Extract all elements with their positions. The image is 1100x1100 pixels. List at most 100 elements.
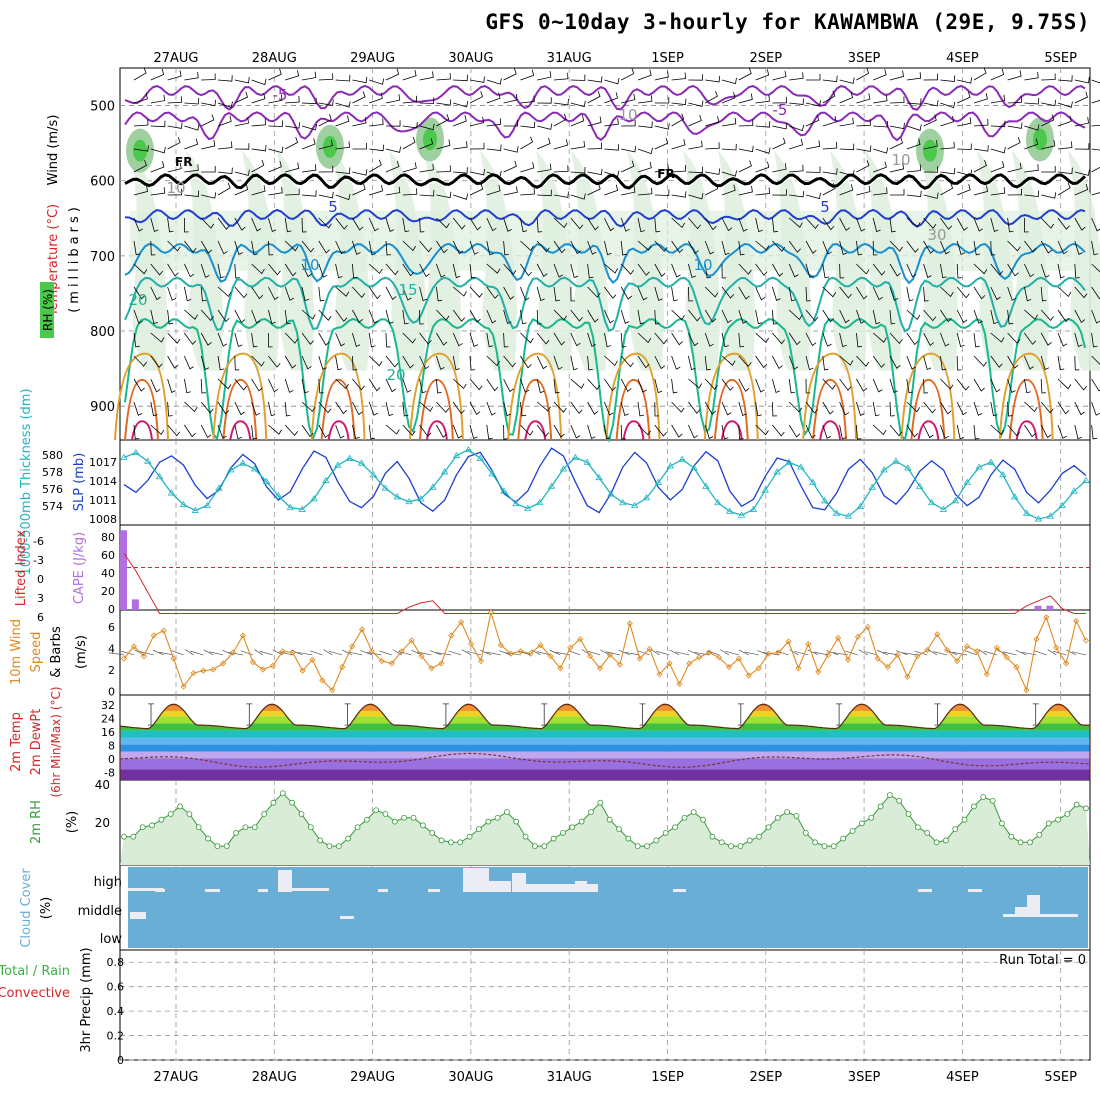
- wind-barb: [587, 90, 601, 104]
- thickness-line-point: [999, 471, 1007, 478]
- wind-barb: [990, 120, 1006, 128]
- wind-barb: [755, 69, 770, 81]
- wind-barb: [990, 94, 1006, 104]
- wind-barb: [654, 71, 669, 81]
- wind-barb: [318, 378, 324, 394]
- wind-barb: [1041, 99, 1057, 107]
- wind-barb: [957, 91, 971, 104]
- wind-barb: [537, 71, 552, 81]
- wind-barb: [973, 93, 988, 104]
- wind-barb: [654, 286, 663, 302]
- wind-barb: [553, 217, 568, 229]
- wind10-barb: [952, 651, 968, 656]
- wind-barb: [671, 113, 685, 127]
- wind-barb: [200, 332, 212, 346]
- wind-barb: [906, 286, 914, 302]
- wind-barb: [1057, 309, 1070, 323]
- wind-barb: [906, 138, 921, 150]
- wind-barb: [184, 424, 196, 438]
- wind-barb: [654, 309, 660, 325]
- wind-barb: [789, 98, 804, 105]
- rh2m-point: [868, 814, 875, 821]
- wind-barb: [889, 332, 903, 345]
- precip-tick-label: 0.4: [107, 1005, 125, 1018]
- wind-barb: [805, 424, 816, 439]
- wind-barb: [217, 309, 230, 323]
- wind10-barb: [738, 649, 749, 656]
- wind-barb: [570, 166, 586, 174]
- temp-band: [120, 723, 1090, 731]
- rh2m-point: [457, 839, 464, 846]
- wind-barb: [587, 217, 599, 231]
- wind-barb: [805, 309, 819, 322]
- wind-barb: [486, 378, 499, 392]
- wind-barb: [805, 355, 814, 371]
- wind-barb: [973, 263, 988, 275]
- wind-barb: [990, 424, 1005, 436]
- wind10-barb: [448, 650, 462, 656]
- wind10-barb: [530, 649, 541, 656]
- wind-barb: [704, 401, 716, 415]
- wind-barb: [856, 217, 866, 232]
- wind-barb: [520, 332, 534, 344]
- wind-barb: [452, 332, 463, 347]
- rh2m-point: [588, 809, 594, 816]
- wind-barb: [234, 217, 246, 231]
- wind-barb: [721, 286, 735, 299]
- wind-barb: [873, 120, 888, 128]
- wind10-barb: [190, 650, 204, 656]
- wind-barb: [520, 355, 532, 369]
- wind-barb: [1057, 332, 1068, 347]
- wind10-barb: [297, 652, 313, 656]
- wind-barb: [1024, 217, 1029, 233]
- wind-barb: [570, 309, 583, 322]
- wind-barb: [906, 164, 922, 173]
- wind-barb: [990, 401, 998, 417]
- temp-tick-label: 24: [101, 713, 115, 726]
- wind-barb: [822, 90, 836, 104]
- wind10-barb: [108, 652, 125, 656]
- wind-barb: [604, 92, 618, 104]
- cape-bar: [131, 599, 139, 610]
- wind-barb: [973, 378, 985, 392]
- wind-barb: [285, 136, 299, 150]
- wind-barb: [973, 424, 980, 440]
- wind-barb: [620, 240, 627, 256]
- isotherm-10: [124, 242, 1086, 285]
- wind-barb: [352, 424, 360, 440]
- wind-barb: [705, 168, 721, 175]
- rh2m-point: [952, 826, 959, 833]
- rh2m-point: [737, 843, 744, 850]
- wind-barb: [1074, 378, 1088, 391]
- wind-barb: [637, 401, 644, 417]
- rh2m-point: [765, 824, 772, 831]
- wind-barb: [268, 120, 283, 127]
- wind-barb: [755, 95, 770, 104]
- wind-barb: [1007, 424, 1021, 437]
- wind-barb: [973, 240, 981, 256]
- wind-barb: [822, 378, 836, 390]
- cape-tick-label: 20: [101, 585, 115, 598]
- wind-barb: [537, 163, 552, 173]
- cape-axis-label: CAPE (J/kg): [72, 532, 87, 604]
- wind-barb: [570, 240, 582, 255]
- wind-barb: [419, 217, 425, 233]
- wind-barb: [856, 119, 871, 127]
- wind-barb: [772, 122, 788, 130]
- wind-barb: [620, 217, 630, 232]
- wind-barb: [688, 217, 701, 230]
- thickness-line-point: [345, 454, 354, 461]
- wind-barb: [217, 401, 230, 415]
- wind-barb: [637, 217, 645, 233]
- cloud-level-label: middle: [78, 904, 122, 919]
- date-top-label: 27AUG: [153, 51, 198, 66]
- wind10-barb: [467, 651, 482, 656]
- wind-barb: [133, 378, 145, 392]
- wind-barb: [1057, 75, 1073, 82]
- wind-barb: [335, 355, 342, 371]
- wind-barb: [940, 309, 952, 323]
- rh2m-point: [681, 814, 688, 821]
- wind-barb: [654, 240, 668, 253]
- thickness-line-point: [559, 465, 568, 472]
- wind-barb: [318, 332, 330, 346]
